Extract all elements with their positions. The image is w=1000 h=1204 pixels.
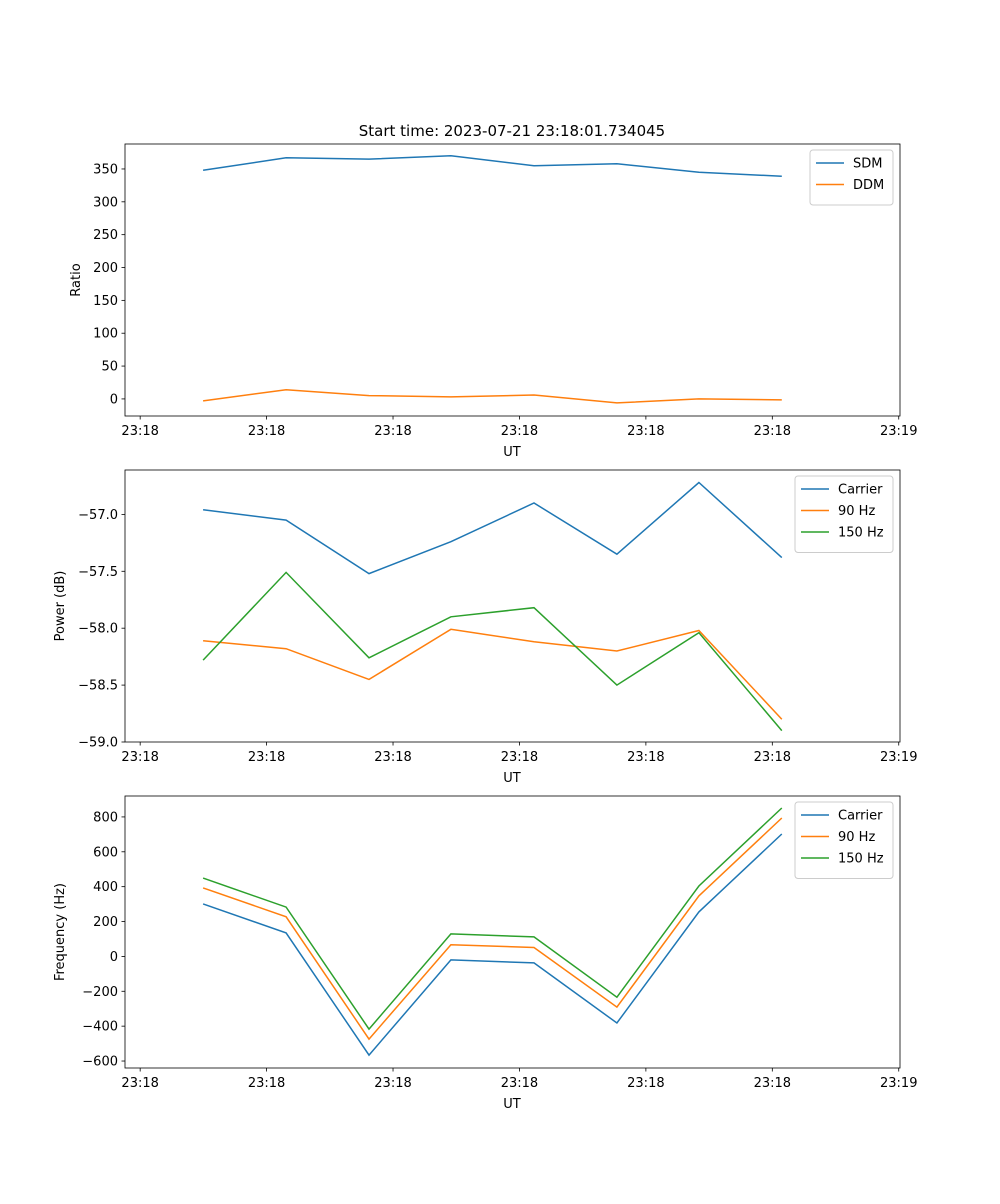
x-tick-label: 23:18 — [248, 750, 285, 765]
y-tick-label: 250 — [93, 228, 118, 243]
y-tick-label: 0 — [110, 950, 118, 965]
y-tick-label: 600 — [93, 845, 118, 860]
x-tick-label: 23:18 — [754, 424, 791, 439]
x-tick-label: 23:19 — [880, 424, 917, 439]
figure-title: Start time: 2023-07-21 23:18:01.734045 — [359, 122, 665, 140]
x-tick-label: 23:18 — [627, 424, 664, 439]
x-tick-label: 23:18 — [627, 1076, 664, 1091]
x-tick-label: 23:18 — [248, 1076, 285, 1091]
series-line-90-hz — [202, 817, 783, 1041]
x-tick-label: 23:18 — [754, 750, 791, 765]
y-tick-label: 0 — [110, 392, 118, 407]
legend-label: SDM — [853, 157, 882, 172]
y-tick-label: −57.0 — [78, 508, 118, 523]
legend-label: 90 Hz — [838, 504, 875, 519]
legend-label: Carrier — [838, 483, 883, 498]
x-tick-label: 23:19 — [880, 750, 917, 765]
y-tick-label: −400 — [82, 1020, 118, 1035]
x-axis-label: UT — [503, 445, 521, 460]
y-tick-label: −58.5 — [78, 679, 118, 694]
legend-label: 150 Hz — [838, 526, 884, 541]
legend-box — [794, 801, 894, 879]
axes-frame — [124, 795, 901, 1069]
y-tick-label: 50 — [101, 360, 118, 375]
y-tick-label: 200 — [93, 261, 118, 276]
series-line-150-hz — [202, 571, 783, 732]
y-axis-label: Ratio — [69, 263, 84, 296]
x-tick-label: 23:18 — [501, 750, 538, 765]
legend-box — [794, 475, 894, 553]
x-tick-label: 23:19 — [880, 1076, 917, 1091]
series-line-90-hz — [203, 628, 783, 720]
series-line-carrier — [202, 833, 783, 1057]
series-line-ddm — [202, 388, 782, 404]
x-tick-label: 23:18 — [501, 1076, 538, 1091]
y-tick-label: 300 — [93, 195, 118, 210]
y-tick-label: 150 — [93, 294, 118, 309]
legend-label: 90 Hz — [838, 830, 875, 845]
y-tick-label: −59.0 — [78, 736, 118, 751]
legend-label: Carrier — [838, 809, 883, 824]
x-tick-label: 23:18 — [374, 424, 411, 439]
x-tick-label: 23:18 — [121, 750, 158, 765]
legend-label: DDM — [853, 178, 884, 193]
x-tick-label: 23:18 — [754, 1076, 791, 1091]
series-line-carrier — [203, 481, 783, 575]
x-tick-label: 23:18 — [121, 1076, 158, 1091]
x-tick-label: 23:18 — [374, 750, 411, 765]
y-tick-label: 400 — [93, 880, 118, 895]
y-axis-label: Power (dB) — [53, 571, 68, 642]
axes-frame — [124, 143, 901, 417]
axes-frame — [124, 469, 901, 743]
y-tick-label: 350 — [93, 162, 118, 177]
y-tick-label: −600 — [82, 1055, 118, 1070]
x-tick-label: 23:18 — [627, 750, 664, 765]
x-tick-label: 23:18 — [121, 424, 158, 439]
x-axis-label: UT — [503, 771, 521, 786]
x-tick-label: 23:18 — [374, 1076, 411, 1091]
x-tick-label: 23:18 — [501, 424, 538, 439]
x-tick-label: 23:18 — [248, 424, 285, 439]
series-line-150-hz — [202, 807, 783, 1031]
series-line-sdm — [202, 155, 782, 177]
y-axis-label: Frequency (Hz) — [53, 883, 68, 981]
y-tick-label: −200 — [82, 985, 118, 1000]
y-tick-label: 800 — [93, 810, 118, 825]
y-tick-label: 100 — [93, 327, 118, 342]
y-tick-label: −57.5 — [78, 565, 118, 580]
x-axis-label: UT — [503, 1097, 521, 1112]
y-tick-label: −58.0 — [78, 622, 118, 637]
legend-label: 150 Hz — [838, 852, 884, 867]
y-tick-label: 200 — [93, 915, 118, 930]
